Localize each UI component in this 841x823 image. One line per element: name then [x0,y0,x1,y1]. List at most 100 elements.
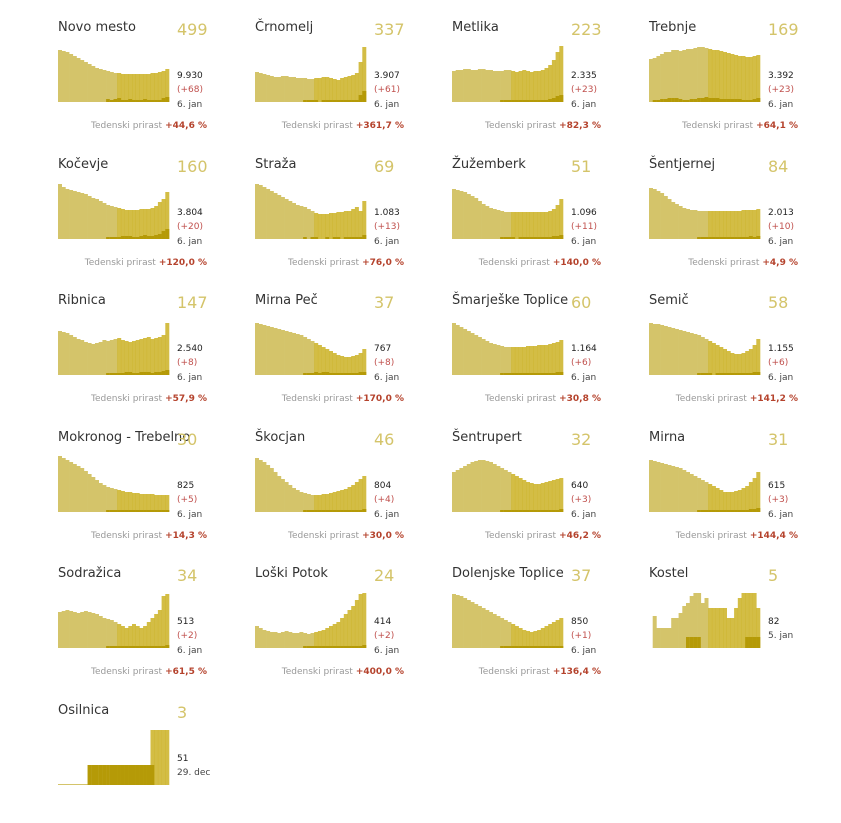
active-cases-bar [481,339,486,375]
new-cases-bar [336,646,341,648]
new-cases-bar [117,646,122,648]
active-cases-bar [299,492,304,512]
active-cases-bar [61,611,66,648]
active-cases-bar [667,465,672,512]
municipality-name: Mirna Peč [255,293,318,308]
active-cases-bar [526,71,530,102]
active-cases-bar [649,188,653,239]
active-cases-bar [288,77,293,102]
new-cases-bar [336,373,341,375]
new-cases-bar [540,373,545,375]
active-cases-bar [262,187,267,239]
new-cases-bar [686,100,690,102]
new-cases-bar [711,98,716,102]
active-cases-bar [146,494,151,512]
active-count: 37 [571,566,592,585]
sparkline-chart [255,593,367,648]
active-cases-bar [507,622,512,648]
new-cases-bar [507,510,512,512]
active-cases-bar [284,76,289,102]
new-cases-bar [752,637,757,648]
new-cases-bar [537,237,542,239]
new-cases-bar [544,373,549,375]
active-cases-bar [347,487,352,512]
active-cases-bar [295,205,300,239]
new-cases-bar [518,646,523,648]
municipality-name: Dolenjske Toplice [452,566,564,581]
active-cases-bar [109,488,114,512]
active-cases-bar [689,49,694,102]
active-cases-bar [470,462,475,512]
new-cases-bar [347,100,352,102]
active-cases-bar [165,323,170,375]
active-cases-bar [756,55,761,102]
new-cases-bar [529,510,534,512]
new-cases-bar [748,637,753,648]
active-cases-bar [522,70,527,102]
new-cases-bar [362,91,367,102]
new-cases-bar [734,510,739,512]
active-cases-bar [284,331,289,375]
new-cases-bar [154,100,159,102]
active-cases-bar [340,212,345,239]
active-cases-bar [693,210,698,239]
active-cases-bar [109,620,114,648]
new-cases-bar [120,100,125,102]
active-cases-bar [143,626,148,648]
new-cases-bar [124,765,129,785]
active-cases-bar [500,71,505,102]
total-count: 767 [374,344,392,354]
active-cases-bar [343,489,348,512]
new-cases-bar [507,100,512,102]
new-cases-bar [102,765,107,785]
new-cases-bar [748,100,753,102]
active-cases-bar [689,333,694,375]
new-cases-bar [660,99,665,102]
active-cases-bar [503,347,508,375]
active-cases-bar [258,628,263,648]
active-cases-bar [671,618,676,648]
sparkline-chart [649,323,761,375]
new-cases-bar [708,373,713,375]
new-cases-bar [329,373,333,375]
daily-change: (+11) [571,222,598,232]
active-cases-bar [737,56,742,102]
active-cases-bar [663,464,668,512]
active-cases-bar [455,595,460,648]
active-cases-bar [537,484,542,512]
active-cases-bar [529,346,534,375]
active-cases-bar [551,60,556,102]
active-cases-bar [95,68,99,102]
active-cases-bar [299,206,304,239]
new-cases-bar [503,373,508,375]
weekly-growth: Tedenski prirast +361,7 % [282,121,404,131]
new-cases-bar [748,236,753,239]
sparkline-chart [452,189,564,239]
new-cases-bar [329,510,333,512]
active-cases-bar [540,483,545,512]
active-cases-bar [340,490,345,512]
new-cases-bar [109,237,114,239]
total-count: 2.335 [571,71,597,81]
date-label: 6. jan [571,646,597,656]
new-cases-bar [555,96,560,102]
new-cases-bar [165,510,170,512]
new-cases-bar [715,510,720,512]
active-cases-bar [157,337,162,375]
active-cases-bar [693,476,698,512]
active-cases-bar [325,628,330,648]
active-cases-bar [522,630,527,648]
active-cases-bar [343,614,348,648]
active-cases-bar [555,205,560,239]
active-cases-bar [704,598,709,648]
active-cases-bar [514,347,519,375]
active-cases-bar [336,622,341,648]
total-count: 3.804 [177,208,203,218]
active-cases-bar [321,77,326,102]
new-cases-bar [741,510,746,512]
new-cases-bar [165,645,170,648]
active-cases-bar [514,212,519,239]
new-cases-bar [704,97,709,102]
active-cases-bar [489,343,493,375]
active-cases-bar [500,346,505,375]
